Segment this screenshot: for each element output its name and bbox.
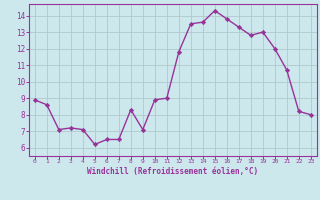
X-axis label: Windchill (Refroidissement éolien,°C): Windchill (Refroidissement éolien,°C) xyxy=(87,167,258,176)
